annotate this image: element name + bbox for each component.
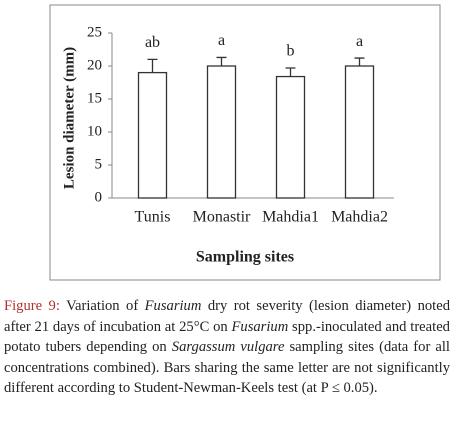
x-tick-label: Mahdia2	[331, 209, 388, 226]
error-bar	[285, 67, 296, 77]
x-tick-label: Mahdia1	[262, 209, 319, 226]
caption: Figure 9: Variation of Fusarium dry rot …	[4, 296, 450, 399]
x-tick-label: Monastir	[193, 209, 251, 226]
bar	[344, 65, 375, 199]
caption-text: Fusarium	[231, 318, 289, 335]
caption-text: dry rot severity (lesion diameter) noted…	[4, 298, 450, 335]
caption-text: Fusarium	[144, 298, 202, 314]
caption-text: Sargassum vulgare	[171, 339, 285, 355]
significance-letter: a	[218, 32, 225, 49]
x-axis-label: Sampling sites	[196, 249, 294, 266]
y-tick-label: 0	[95, 189, 103, 205]
chart: Lesion diameter (mm) Sampling sites 0 5 10…	[49, 4, 441, 281]
significance-letter: b	[287, 43, 295, 60]
error-bar	[216, 56, 227, 66]
caption-label: Figure 9:	[4, 298, 60, 314]
significance-letter: ab	[145, 34, 160, 51]
x-tick-label: Tunis	[135, 209, 171, 226]
y-tick-label: 10	[87, 123, 102, 139]
caption-text: Variation of	[66, 298, 139, 314]
y-tick-label: 5	[95, 156, 103, 172]
chart-border	[49, 4, 441, 281]
bar	[275, 75, 306, 199]
bar	[206, 65, 237, 199]
y-tick-label: 25	[87, 24, 102, 40]
caption-text: spp.-inoculated and treated potato tuber…	[4, 318, 450, 356]
significance-letter: a	[356, 33, 363, 50]
y-tick-label: 20	[87, 57, 102, 73]
error-bar	[354, 57, 365, 66]
y-axis-label: Lesion diameter (mm)	[61, 47, 77, 189]
y-tick-label: 15	[87, 90, 102, 106]
error-bar	[147, 58, 158, 73]
caption-text: sampling sites (data for all concentrati…	[4, 339, 450, 396]
bar	[137, 71, 168, 199]
